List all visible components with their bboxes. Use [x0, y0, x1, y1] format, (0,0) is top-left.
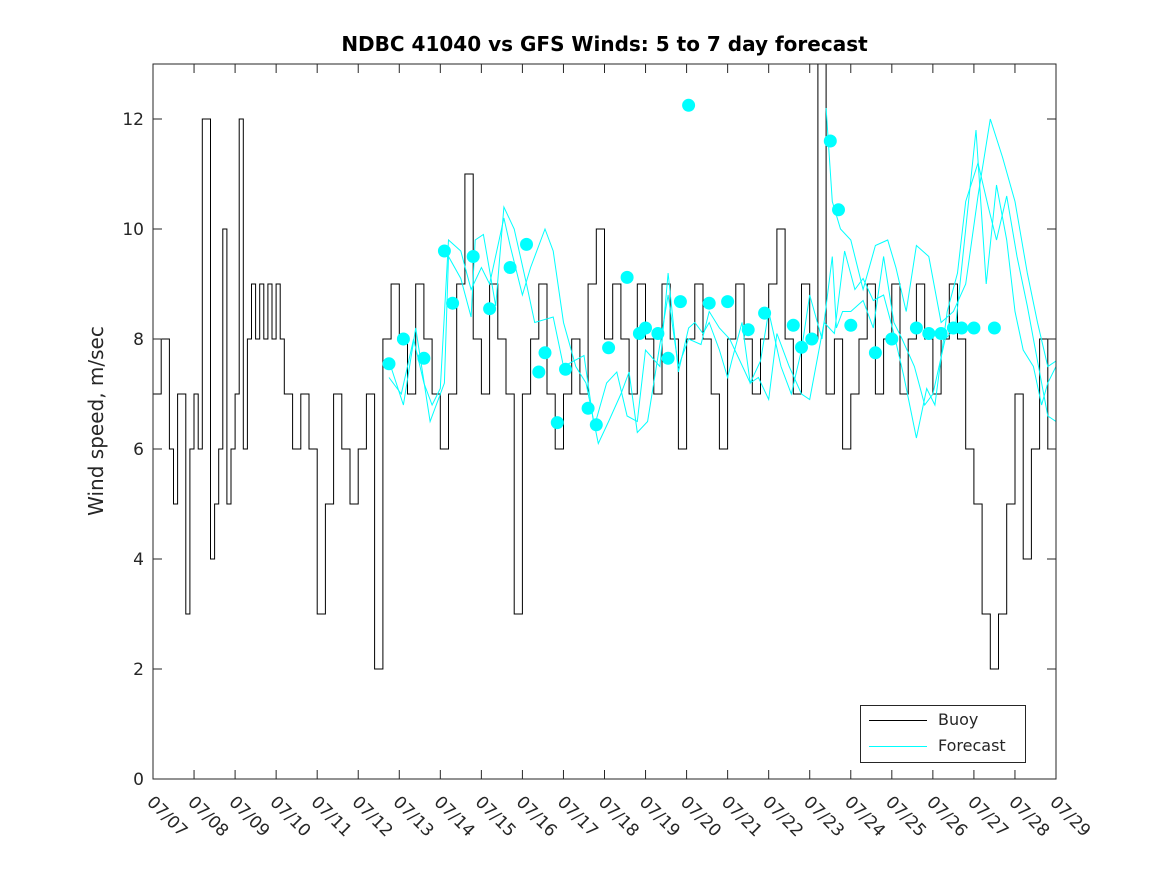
forecast-marker — [844, 318, 858, 332]
x-tick-label: 07/15 — [471, 792, 520, 841]
y-tick-label: 6 — [133, 440, 144, 460]
x-tick-label: 07/21 — [717, 792, 766, 841]
forecast-marker — [651, 327, 665, 340]
x-tick-label: 07/22 — [758, 792, 807, 841]
forecast-marker — [934, 327, 948, 340]
x-tick-label: 07/19 — [635, 792, 684, 841]
x-tick-label: 07/25 — [881, 792, 930, 841]
forecast-marker — [702, 296, 716, 310]
forecast-marker — [868, 346, 882, 360]
forecast-marker — [538, 346, 552, 360]
forecast-marker — [795, 340, 808, 354]
forecast-marker — [721, 295, 735, 309]
x-tick-label: 07/12 — [348, 792, 397, 841]
x-tick-label: 07/09 — [225, 792, 274, 841]
forecast-marker — [967, 321, 981, 335]
legend-label-forecast: Forecast — [938, 736, 1006, 755]
x-tick-label: 07/24 — [840, 792, 889, 841]
forecast-marker — [661, 351, 675, 365]
forecast-marker — [909, 321, 923, 335]
series-line-buoy-0 — [153, 64, 1056, 670]
forecast-marker — [446, 296, 460, 310]
x-tick-label: 07/17 — [553, 792, 602, 841]
x-tick-label: 07/29 — [1045, 792, 1094, 841]
forecast-marker — [758, 306, 772, 320]
series-line-forecast-3 — [825, 107, 1056, 368]
y-tick-label: 2 — [133, 660, 144, 680]
x-tick-label: 07/11 — [307, 792, 356, 841]
forecast-marker — [885, 332, 899, 346]
x-tick-label: 07/14 — [430, 792, 479, 841]
y-tick-label: 4 — [133, 550, 144, 570]
forecast-marker — [550, 416, 564, 430]
x-tick-label: 07/23 — [799, 792, 848, 841]
series-line-forecast-2 — [388, 161, 1056, 446]
forecast-marker — [466, 250, 480, 263]
forecast-marker — [673, 295, 687, 309]
forecast-marker — [483, 302, 497, 316]
forecast-marker — [620, 270, 634, 284]
legend: Buoy Forecast — [860, 705, 1026, 763]
forecast-marker — [639, 321, 652, 335]
forecast-marker — [823, 134, 837, 148]
legend-label-buoy: Buoy — [938, 710, 979, 729]
forecast-marker — [805, 332, 819, 346]
y-tick-label: 0 — [133, 770, 144, 790]
legend-swatch-forecast — [869, 746, 927, 747]
legend-swatch-buoy — [869, 720, 927, 721]
legend-entry-buoy: Buoy — [861, 708, 1025, 732]
forecast-marker — [602, 341, 616, 355]
forecast-marker — [741, 323, 755, 337]
x-tick-label: 07/07 — [142, 792, 191, 841]
x-tick-label: 07/13 — [389, 792, 438, 841]
forecast-marker — [520, 237, 533, 251]
x-tick-label: 07/18 — [594, 792, 643, 841]
forecast-marker — [922, 327, 936, 340]
forecast-marker — [503, 261, 517, 274]
x-tick-label: 07/20 — [676, 792, 725, 841]
chart-title: NDBC 41040 vs GFS Winds: 5 to 7 day fore… — [341, 32, 868, 56]
y-tick-label: 8 — [133, 330, 144, 350]
forecast-marker — [987, 321, 1001, 335]
plot-frame — [152, 63, 1057, 780]
y-tick-label: 10 — [122, 220, 144, 240]
forecast-marker — [417, 351, 431, 365]
forecast-marker — [955, 321, 969, 335]
forecast-marker — [589, 418, 603, 432]
forecast-marker — [532, 365, 546, 379]
forecast-marker — [437, 244, 451, 258]
x-tick-label: 07/28 — [1004, 792, 1053, 841]
legend-entry-forecast: Forecast — [861, 734, 1025, 758]
forecast-marker — [786, 318, 800, 332]
x-tick-label: 07/16 — [512, 792, 561, 841]
y-tick-label: 12 — [122, 110, 144, 130]
forecast-marker — [682, 98, 696, 112]
x-tick-label: 07/26 — [922, 792, 971, 841]
forecast-marker — [396, 332, 410, 346]
forecast-marker — [832, 203, 845, 217]
forecast-marker — [559, 362, 572, 376]
x-tick-label: 07/08 — [183, 792, 232, 841]
forecast-marker — [382, 357, 396, 371]
forecast-marker — [581, 401, 595, 415]
x-tick-label: 07/10 — [266, 792, 315, 841]
x-tick-label: 07/27 — [963, 792, 1012, 841]
